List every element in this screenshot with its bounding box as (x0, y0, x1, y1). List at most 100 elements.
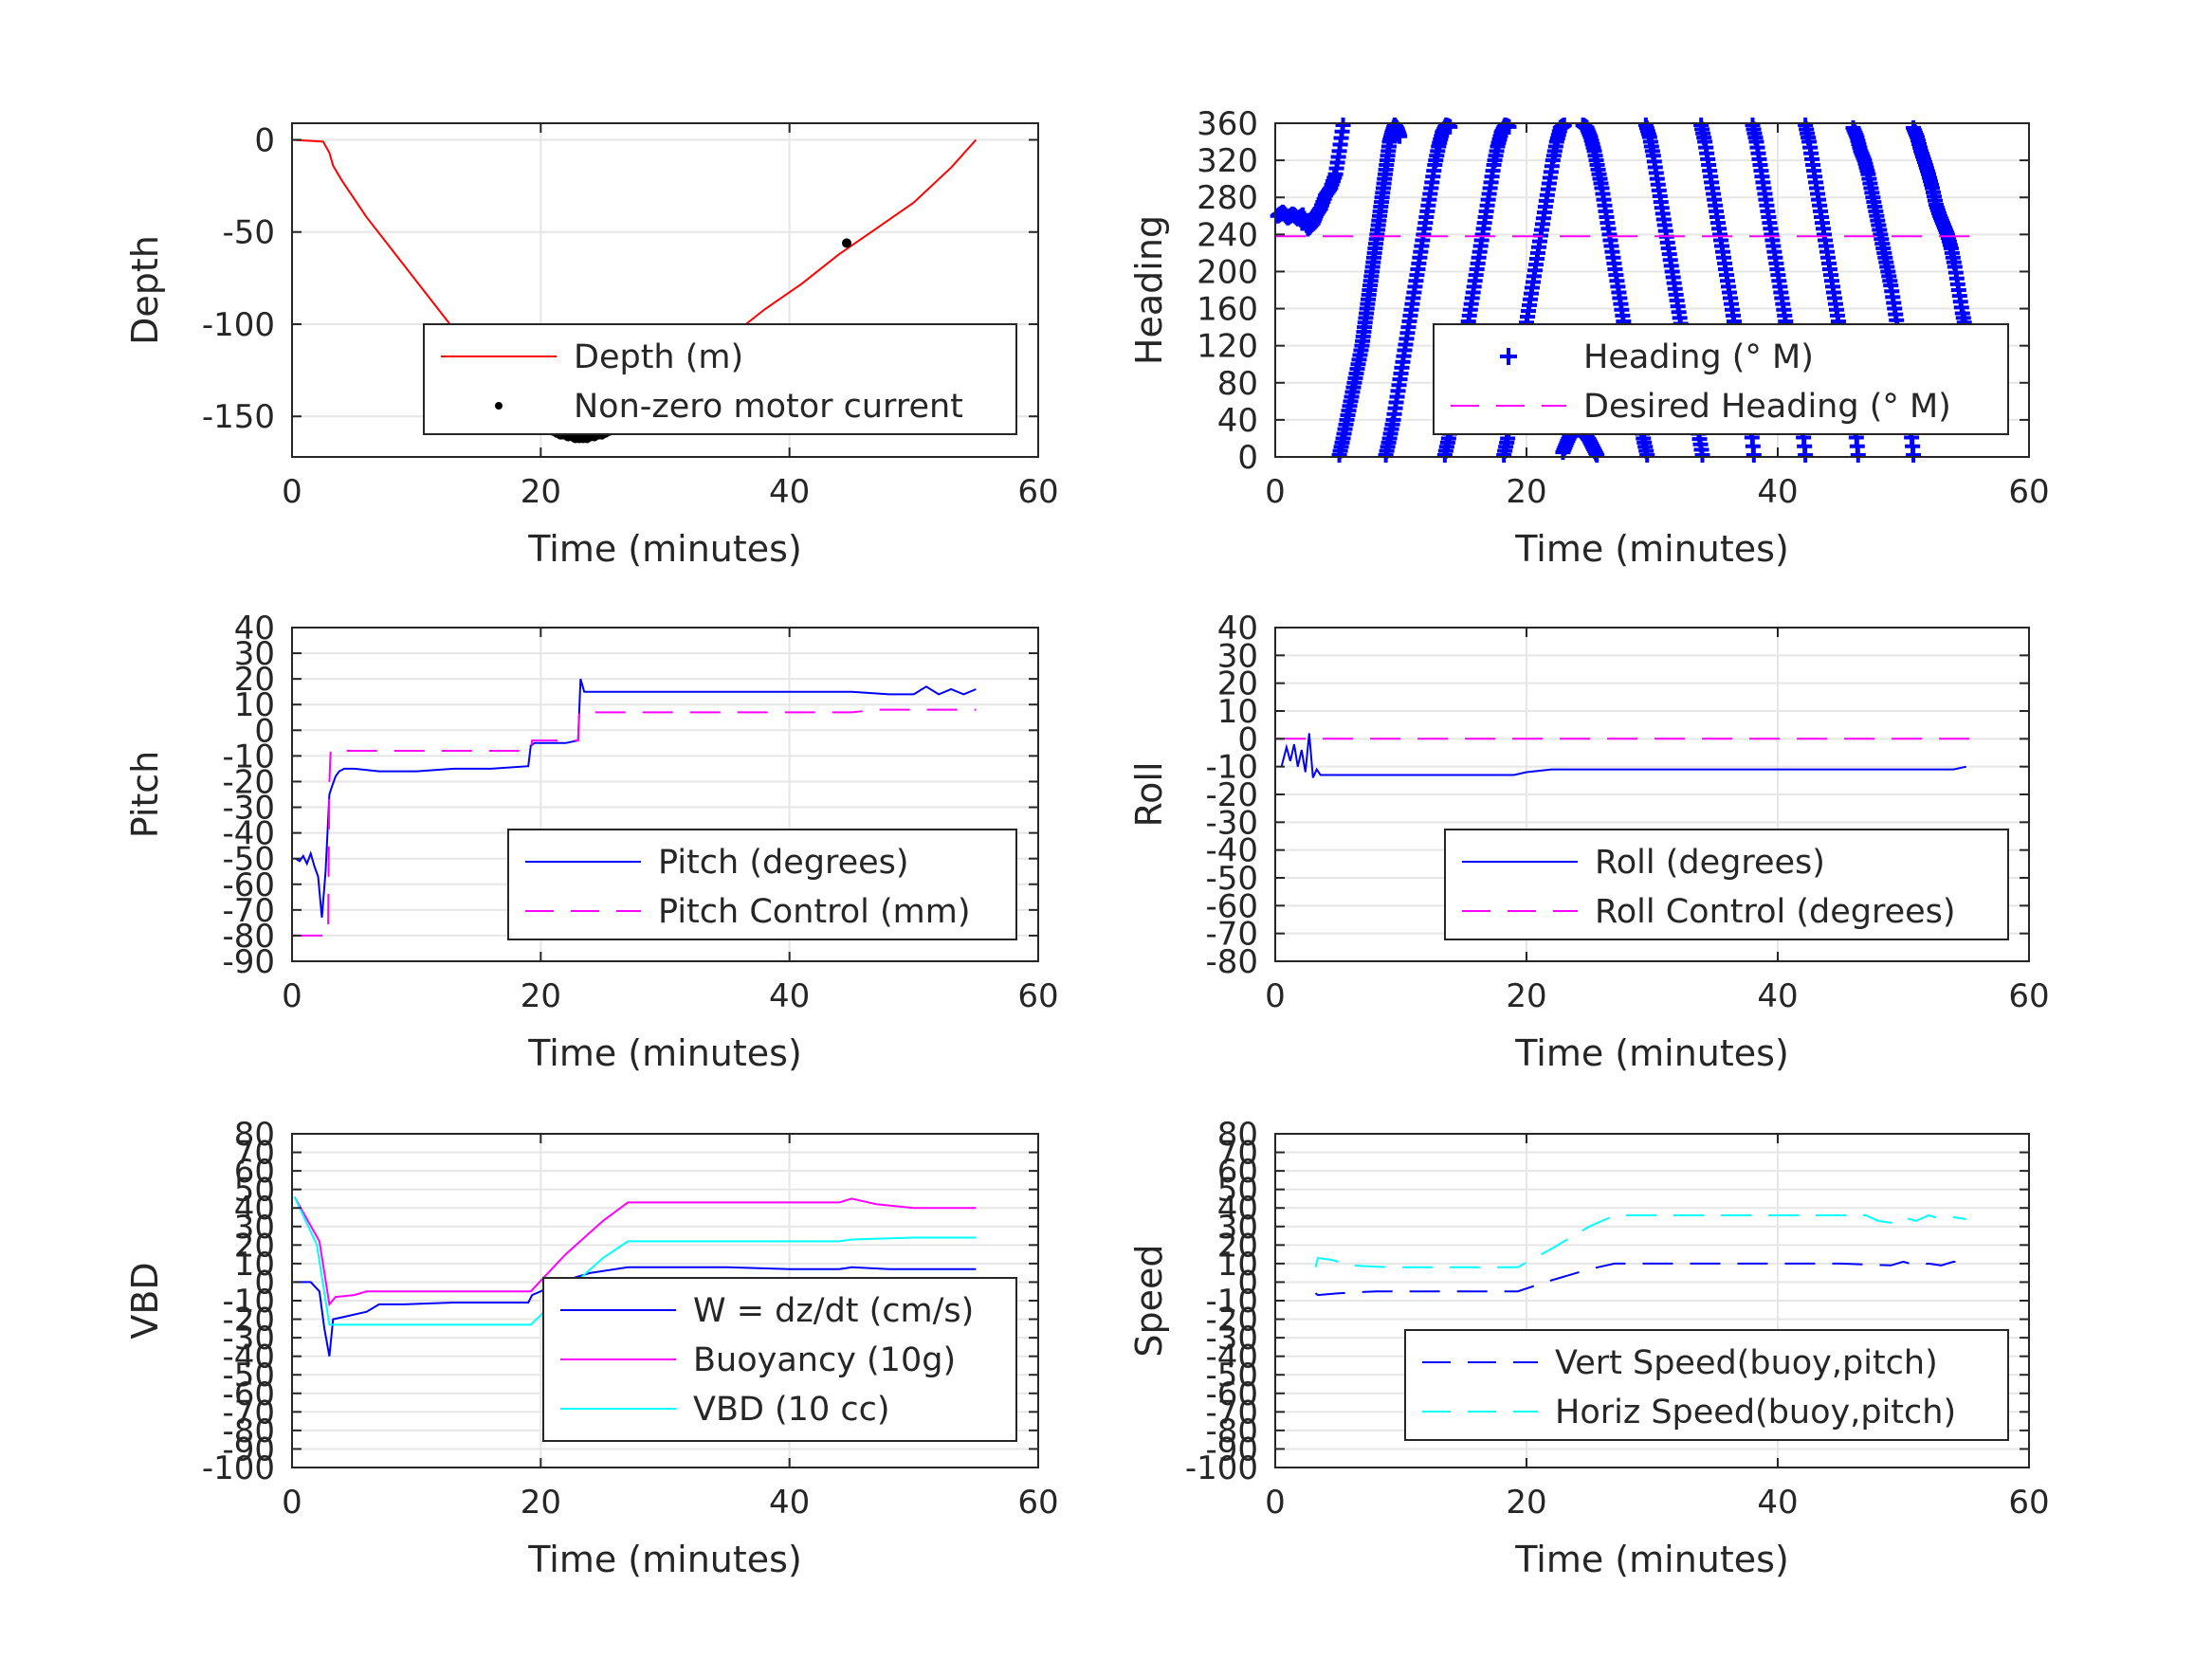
y-tick-label: 0 (1237, 1264, 1258, 1302)
y-axis-label: Pitch (124, 751, 166, 839)
axes: 0 20 40 6080706050403020100-10-20-30-40-50-… (1128, 1116, 2050, 1580)
x-tick-label: 60 (2008, 1484, 2049, 1522)
y-tick-label: 20 (234, 1227, 275, 1265)
data-point (1694, 447, 1710, 464)
x-tick-label: 60 (2008, 473, 2049, 511)
series-vbd-10-cc (293, 1196, 977, 1326)
x-axis-label: Time (minutes) (527, 1539, 802, 1580)
x-tick-label: 40 (1757, 473, 1798, 511)
legend-item: Buoyancy (10g) (560, 1341, 956, 1379)
y-tick-label: -40 (1205, 1339, 1258, 1376)
y-tick-label: 10 (1217, 1246, 1258, 1284)
chart-pitch: 0 20 40 60403020100-10-20-30-40-50-60-70-80… (124, 610, 1059, 1074)
y-tick-label: -70 (1205, 916, 1258, 954)
x-tick-label: 20 (521, 1484, 561, 1522)
x-axis-label: Time (minutes) (1514, 1539, 1789, 1580)
y-tick-label: -40 (1205, 832, 1258, 870)
legend-item: Heading (° M) (1500, 338, 1814, 376)
legend-label: Buoyancy (10g) (693, 1341, 956, 1379)
y-tick-label: -150 (202, 398, 275, 436)
legend-item: Horiz Speed(buoy,pitch) (1422, 1394, 1956, 1431)
y-tick-label: -50 (222, 214, 275, 252)
y-tick-label: 200 (1197, 253, 1258, 291)
x-tick-label: 0 (282, 1484, 302, 1522)
y-tick-label: -20 (1205, 776, 1258, 814)
legend-label: Heading (° M) (1583, 338, 1814, 376)
y-tick-label: -90 (222, 1431, 275, 1468)
x-axis-label: Time (minutes) (527, 1032, 802, 1074)
y-tick-label: 160 (1197, 291, 1258, 329)
axes: 0 20 40 60 0 -50 -100 -150 Time (minutes) Depth (124, 122, 1059, 570)
y-tick-label: -20 (1205, 1302, 1258, 1340)
y-axis-label: Speed (1128, 1244, 1170, 1357)
x-tick-label: 0 (1265, 1484, 1286, 1522)
x-tick-label: 40 (1757, 977, 1798, 1015)
y-tick-label: 30 (234, 635, 275, 673)
data-point (1392, 128, 1408, 144)
data-point (1442, 118, 1458, 135)
data-point (1746, 447, 1762, 464)
y-tick-label: 70 (1217, 1135, 1258, 1173)
x-tick-label: 40 (769, 977, 810, 1015)
y-tick-label: -60 (1205, 1376, 1258, 1413)
chart-speed: 0 20 40 6080706050403020100-10-20-30-40-50-… (1128, 1116, 2050, 1580)
legend-label: Roll Control (degrees) (1595, 893, 1956, 931)
x-tick-label: 40 (769, 473, 810, 511)
legend-item: Roll (degrees) (1462, 844, 1825, 882)
data-point (1850, 447, 1866, 464)
y-tick-label: -10 (1205, 1283, 1258, 1321)
series-roll-degrees (1280, 733, 1967, 778)
y-tick-label: 30 (234, 1209, 275, 1247)
x-tick-label: 60 (1017, 1484, 1058, 1522)
y-tick-label: 360 (1197, 105, 1258, 143)
series-horiz-speed-buoy-pitch (1314, 1213, 1966, 1268)
legend: Roll (degrees) Roll Control (degrees) (1444, 829, 2009, 940)
y-tick-label: -70 (1205, 1394, 1258, 1431)
x-tick-label: 0 (1265, 977, 1286, 1015)
legend-label: VBD (10 cc) (693, 1391, 890, 1429)
y-tick-label: 30 (1217, 637, 1258, 675)
legend-item: Vert Speed(buoy,pitch) (1422, 1344, 1938, 1382)
legend-label: Desired Heading (° M) (1583, 388, 1951, 426)
axes-frame (1274, 122, 2030, 458)
axes-frame (291, 627, 1039, 962)
x-axis-label: Time (minutes) (1514, 528, 1789, 570)
y-tick-label: 0 (1237, 439, 1258, 477)
legend-item: Non-zero motor current (495, 388, 963, 426)
y-tick-label: 240 (1197, 216, 1258, 254)
data-point (1639, 447, 1655, 464)
legend-box (423, 323, 1017, 435)
y-tick-label: -100 (202, 306, 275, 344)
y-tick-label: -90 (1205, 1431, 1258, 1468)
y-tick-label: -50 (222, 841, 275, 879)
data-point (1906, 447, 1922, 464)
y-tick-label: -80 (1205, 943, 1258, 981)
y-tick-label: -10 (222, 1283, 275, 1321)
legend-item: Pitch Control (mm) (525, 893, 970, 931)
legend: W = dz/dt (cm/s) Buoyancy (10g) VBD (10 cc… (542, 1277, 1017, 1442)
y-tick-label: 0 (1237, 720, 1258, 758)
y-tick-label: 80 (1217, 1116, 1258, 1154)
y-tick-label: -20 (222, 763, 275, 801)
data-point (1556, 117, 1572, 133)
axes: 0 20 40 6080706050403020100-10-20-30-40-50-… (124, 1116, 1059, 1580)
y-axis-label: Heading (1128, 215, 1170, 365)
series-pitch-degrees (295, 678, 977, 919)
y-tick-label: -10 (1205, 749, 1258, 787)
y-tick-label: -50 (222, 1357, 275, 1395)
data-point (1335, 117, 1351, 133)
y-tick-label: -40 (222, 1339, 275, 1376)
x-tick-label: 20 (521, 977, 561, 1015)
y-tick-label: -20 (222, 1302, 275, 1340)
y-tick-label: -60 (1205, 887, 1258, 925)
x-tick-label: 0 (1265, 473, 1286, 511)
series-group (1314, 1213, 1966, 1297)
y-tick-label: -100 (1185, 1449, 1258, 1487)
series-w-dz-dt-cm-s (294, 1266, 977, 1357)
y-tick-label: 80 (234, 1116, 275, 1154)
x-axis-label: Time (minutes) (527, 528, 802, 570)
